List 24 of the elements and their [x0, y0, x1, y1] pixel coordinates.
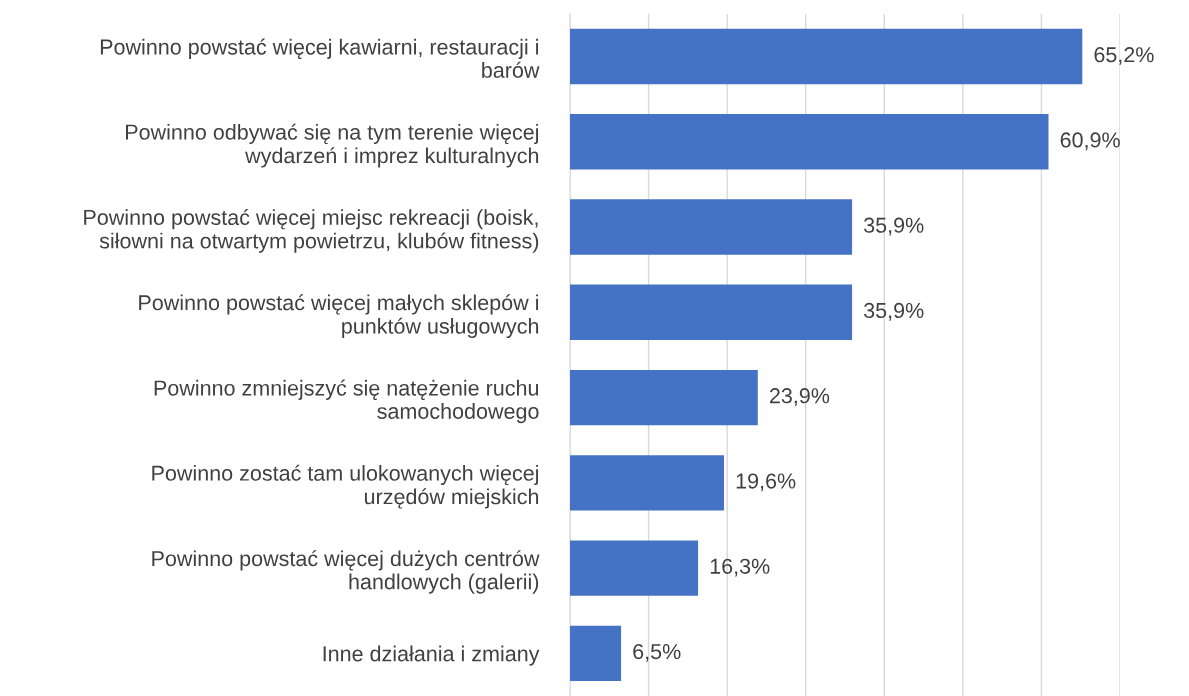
- bar: [570, 199, 853, 255]
- y-tick-label: Powinno powstać więcej małych sklepów i punktów usługowych: [139, 294, 539, 339]
- y-tick-label: Powinno powstać więcej miejsc rekreacji (boisk, siłowni na otwartym powietrzu, klubów fitness): [84, 208, 539, 253]
- y-tick-label: Inne działania i zmiany: [323, 645, 540, 666]
- bar: [570, 540, 699, 596]
- bar: [570, 369, 758, 426]
- data-label: 19,6%: [736, 473, 796, 492]
- bar: [570, 28, 1083, 85]
- y-tick-label: Powinno powstać więcej dużych centrów handlowych (galerii): [152, 550, 540, 594]
- y-tick-label: Powinno zostać tam ulokowanych więcej urzędów miejskich: [152, 464, 539, 509]
- data-label: 23,9%: [769, 388, 830, 406]
- bar: [570, 625, 622, 682]
- y-tick-label: Powinno odbywać się na tym terenie więcej wydarzeń i imprez kulturalnych: [126, 123, 539, 168]
- data-label: 60,9%: [1060, 132, 1120, 151]
- bar: [570, 284, 853, 341]
- bar: [570, 455, 724, 511]
- y-tick-label: Powinno zmniejszyć się natężenie ruchu samochodowego: [154, 379, 539, 424]
- y-tick-label: Powinno powstać więcej kawiarni, restauracji i barów: [100, 38, 540, 78]
- data-label: 6,5%: [633, 643, 681, 662]
- bar: [570, 114, 1049, 170]
- data-label: 16,3%: [710, 558, 770, 577]
- data-label: 35,9%: [864, 217, 924, 236]
- data-label: 65,2%: [1094, 47, 1154, 65]
- data-label: 35,9%: [864, 302, 924, 321]
